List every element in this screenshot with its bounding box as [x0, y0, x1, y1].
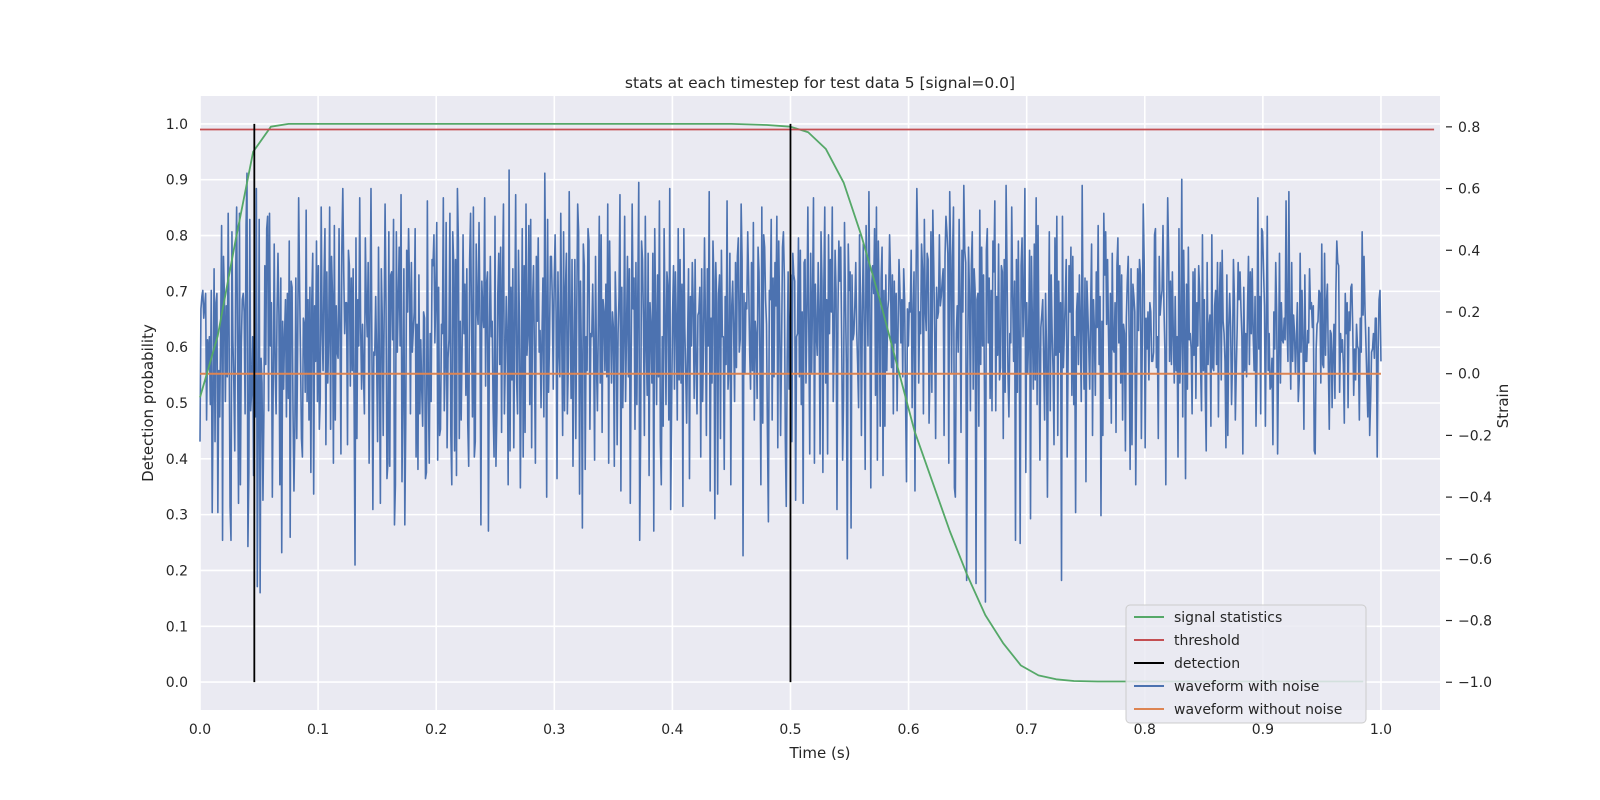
y-right-tick-label: 0.0 — [1458, 367, 1480, 383]
x-tick-label: 0.4 — [661, 722, 683, 738]
y-right-tick-label: 0.8 — [1458, 120, 1480, 136]
x-tick-label: 0.7 — [1016, 722, 1038, 738]
y-left-axis-ticks: 0.0 0.1 0.2 0.3 0.4 0.5 0.6 0.7 0.8 0.9 1.0 — [166, 117, 188, 691]
y-left-tick-label: 0.9 — [166, 173, 188, 189]
legend-label: waveform without noise — [1174, 702, 1342, 718]
y-left-tick-label: 0.0 — [166, 675, 188, 691]
y-right-tick-label: 0.4 — [1458, 243, 1480, 259]
y-right-tick-label: −0.4 — [1458, 490, 1492, 506]
x-tick-label: 0.3 — [543, 722, 565, 738]
y-left-tick-label: 0.8 — [166, 229, 188, 245]
y-left-tick-label: 1.0 — [166, 117, 188, 133]
legend-label: detection — [1174, 656, 1240, 672]
legend-label: waveform with noise — [1174, 679, 1319, 695]
x-tick-label: 0.0 — [189, 722, 211, 738]
y-left-tick-label: 0.5 — [166, 396, 188, 412]
legend-label: threshold — [1174, 633, 1240, 649]
x-tick-label: 0.1 — [307, 722, 329, 738]
chart-title: stats at each timestep for test data 5 [… — [625, 74, 1015, 92]
y-right-tick-label: −0.2 — [1458, 428, 1492, 444]
x-axis-label: Time (s) — [789, 744, 851, 762]
y-left-axis-label: Detection probability — [139, 324, 157, 482]
legend-label: signal statistics — [1174, 610, 1282, 626]
x-tick-label: 0.9 — [1252, 722, 1274, 738]
y-left-tick-label: 0.2 — [166, 563, 188, 579]
y-left-tick-label: 0.3 — [166, 508, 188, 524]
x-tick-label: 0.2 — [425, 722, 447, 738]
y-left-tick-label: 0.7 — [166, 284, 188, 300]
y-right-tick-label: −0.6 — [1458, 552, 1492, 568]
y-right-tick-label: 0.6 — [1458, 182, 1480, 198]
legend-box — [1125, 604, 1367, 724]
x-tick-label: 0.8 — [1134, 722, 1156, 738]
y-left-tick-label: 0.4 — [166, 452, 188, 468]
series-signal-statistics — [199, 123, 1364, 683]
x-axis-ticks: 0.0 0.1 0.2 0.3 0.4 0.5 0.6 0.7 0.8 0.9 1.0 — [189, 722, 1392, 738]
y-right-tick-label: 0.2 — [1458, 305, 1480, 321]
y-left-tick-label: 0.6 — [166, 340, 188, 356]
legend: signal statistics threshold detection wavef… — [1125, 604, 1367, 724]
y-left-tick-label: 0.1 — [166, 619, 188, 635]
y-right-axis-ticks: −1.0 −0.8 −0.6 −0.4 −0.2 0.0 0.2 0.4 0.6 0.8 — [1446, 120, 1492, 691]
y-right-tick-label: −0.8 — [1458, 614, 1492, 630]
y-right-axis-label: Strain — [1494, 384, 1512, 428]
series-layer — [199, 123, 1435, 683]
x-tick-label: 0.5 — [779, 722, 801, 738]
x-tick-label: 1.0 — [1370, 722, 1392, 738]
y-right-tick-label: −1.0 — [1458, 675, 1492, 691]
x-tick-label: 0.6 — [897, 722, 919, 738]
